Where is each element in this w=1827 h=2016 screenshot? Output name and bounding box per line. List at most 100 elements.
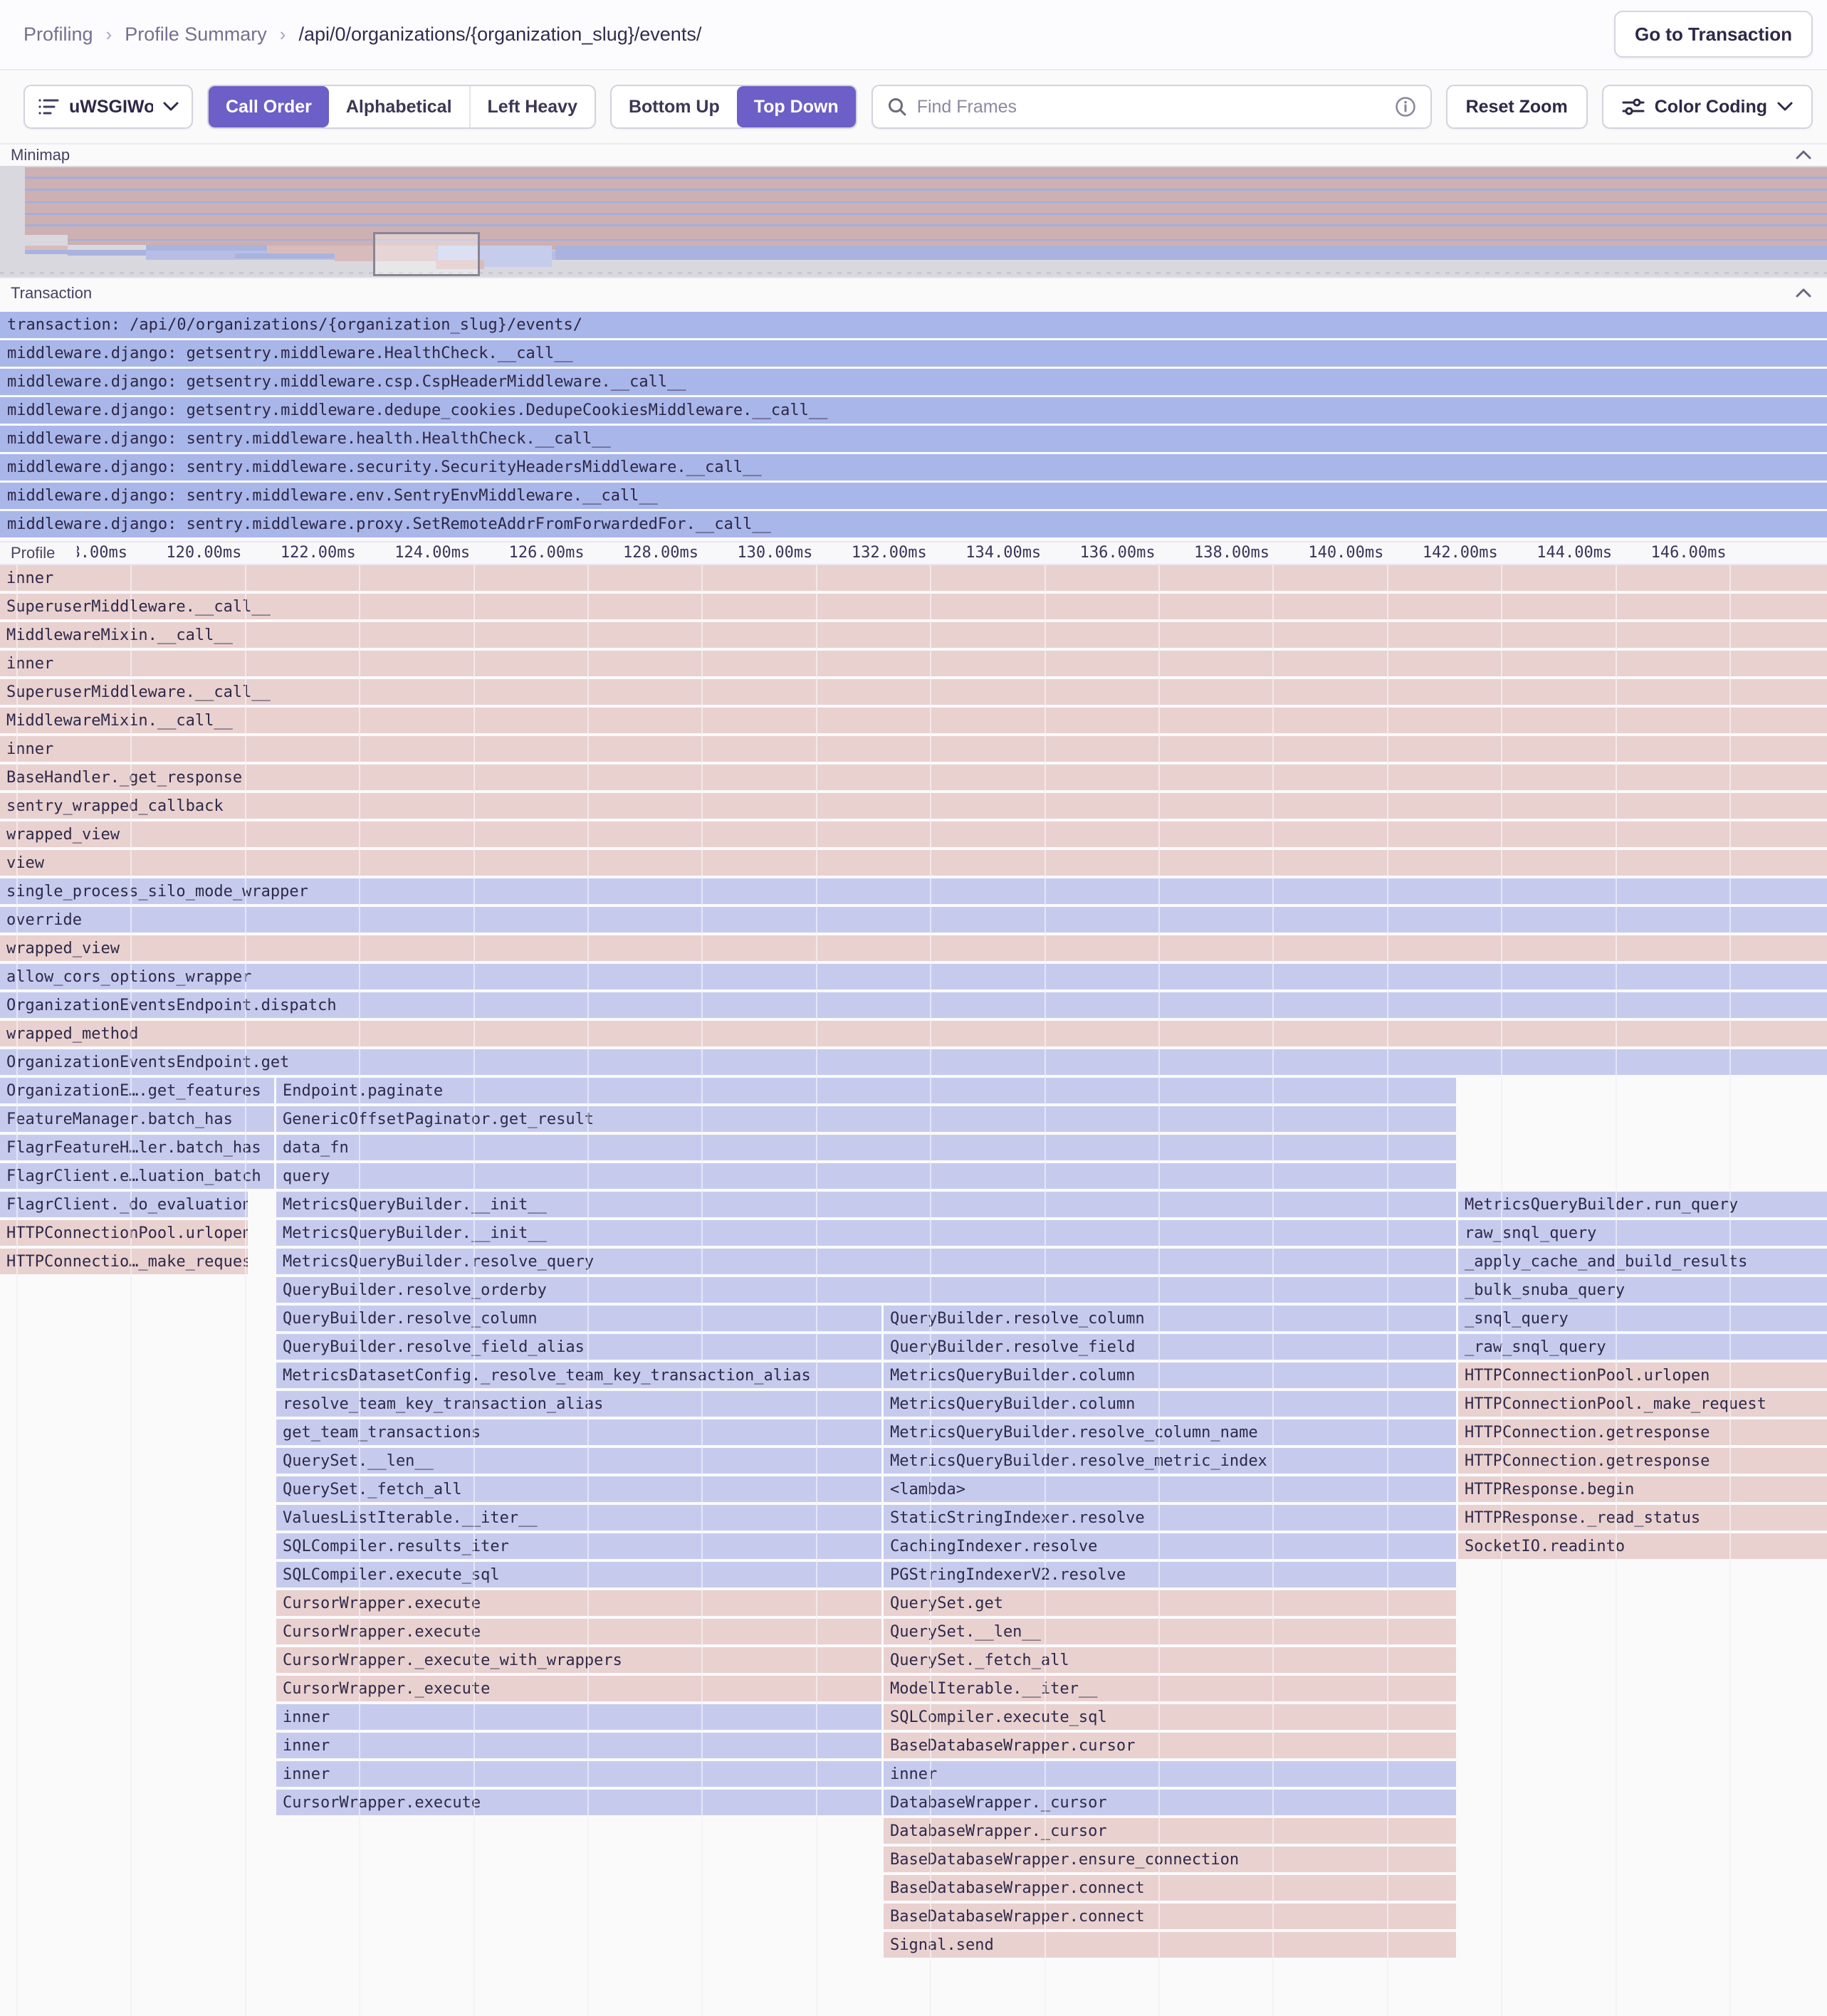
transaction-span-row[interactable]: transaction: /api/0/organizations/{organ…	[0, 312, 1827, 338]
flame-frame[interactable]: raw_snql_query	[1458, 1220, 1827, 1246]
minimap-viewport[interactable]	[373, 232, 480, 276]
flame-frame[interactable]: _raw_snql_query	[1458, 1334, 1827, 1360]
flame-frame[interactable]: wrapped_view	[0, 821, 1827, 847]
transaction-span-row[interactable]: middleware.django: getsentry.middleware.…	[0, 397, 1827, 424]
flame-frame[interactable]: BaseHandler._get_response	[0, 765, 1827, 790]
flame-frame[interactable]: FlagrFeatureH…ler.batch_has	[0, 1135, 274, 1160]
flame-frame[interactable]: inner	[276, 1704, 881, 1730]
flame-frame[interactable]: single_process_silo_mode_wrapper	[0, 878, 1827, 904]
flame-frame[interactable]: BaseDatabaseWrapper.cursor	[884, 1733, 1456, 1758]
flame-frame[interactable]: CursorWrapper._execute_with_wrappers	[276, 1647, 881, 1673]
flame-frame[interactable]: BaseDatabaseWrapper.connect	[884, 1904, 1456, 1929]
flame-frame[interactable]: Endpoint.paginate	[276, 1078, 1456, 1103]
breadcrumb-item[interactable]: /api/0/organizations/{organization_slug}…	[298, 23, 702, 45]
flame-frame[interactable]: CursorWrapper.execute	[276, 1790, 881, 1815]
flame-frame[interactable]: ModelIterable.__iter__	[884, 1676, 1456, 1701]
transaction-span-row[interactable]: middleware.django: sentry.middleware.pro…	[0, 511, 1827, 537]
transaction-span-row[interactable]: middleware.django: sentry.middleware.sec…	[0, 454, 1827, 481]
flame-frame[interactable]: QueryBuilder.resolve_column	[884, 1306, 1456, 1331]
flame-frame[interactable]: inner	[276, 1761, 881, 1787]
flame-frame[interactable]: _bulk_snuba_query	[1458, 1277, 1827, 1303]
thread-selector-dropdown[interactable]: uWSGIWor…	[23, 85, 193, 129]
tab-top-down[interactable]: Top Down	[736, 86, 856, 127]
flame-frame[interactable]: CursorWrapper.execute	[276, 1619, 881, 1644]
flame-frame[interactable]: resolve_team_key_transaction_alias	[276, 1391, 881, 1417]
find-frames-search[interactable]: Find Frames	[871, 85, 1432, 129]
flame-frame[interactable]: query	[276, 1163, 1456, 1189]
flame-frame[interactable]: QueryBuilder.resolve_field	[884, 1334, 1456, 1360]
flame-frame[interactable]: <lambda>	[884, 1476, 1456, 1502]
minimap[interactable]	[0, 166, 1827, 277]
flame-frame[interactable]: override	[0, 907, 1827, 933]
flame-frame[interactable]: MiddlewareMixin.__call__	[0, 708, 1827, 733]
flame-frame[interactable]: SuperuserMiddleware.__call__	[0, 679, 1827, 705]
flame-frame[interactable]: HTTPResponse.begin	[1458, 1476, 1827, 1502]
flame-frame[interactable]: QuerySet._fetch_all	[884, 1647, 1456, 1673]
flame-frame[interactable]: MetricsQueryBuilder.resolve_query	[276, 1249, 1456, 1274]
flame-frame[interactable]: HTTPConnectionPool.urlopen	[0, 1220, 248, 1246]
flame-frame[interactable]: _apply_cache_and_build_results	[1458, 1249, 1827, 1274]
flame-frame[interactable]: SQLCompiler.execute_sql	[276, 1562, 881, 1587]
transaction-span-row[interactable]: middleware.django: sentry.middleware.hea…	[0, 426, 1827, 452]
flame-frame[interactable]: SuperuserMiddleware.__call__	[0, 594, 1827, 619]
flame-frame[interactable]: sentry_wrapped_callback	[0, 793, 1827, 819]
flame-frame[interactable]: MetricsQueryBuilder.__init__	[276, 1220, 1456, 1246]
flame-frame[interactable]: CachingIndexer.resolve	[884, 1533, 1456, 1559]
flame-frame[interactable]: FeatureManager.batch_has	[0, 1106, 274, 1132]
flame-frame[interactable]: QueryBuilder.resolve_field_alias	[276, 1334, 881, 1360]
flame-frame[interactable]: HTTPConnection.getresponse	[1458, 1419, 1827, 1445]
flame-frame[interactable]: HTTPResponse._read_status	[1458, 1505, 1827, 1531]
reset-zoom-button[interactable]: Reset Zoom	[1445, 85, 1588, 129]
flame-frame[interactable]: MetricsDatasetConfig._resolve_team_key_t…	[276, 1363, 881, 1388]
flame-frame[interactable]: SQLCompiler.results_iter	[276, 1533, 881, 1559]
flame-frame[interactable]: MetricsQueryBuilder.column	[884, 1391, 1456, 1417]
flame-frame[interactable]: SocketIO.readinto	[1458, 1533, 1827, 1559]
flame-frame[interactable]: wrapped_method	[0, 1021, 1827, 1046]
transaction-span-row[interactable]: middleware.django: getsentry.middleware.…	[0, 369, 1827, 395]
flame-frame[interactable]: HTTPConnectionPool._make_request	[1458, 1391, 1827, 1417]
flame-frame[interactable]: CursorWrapper._execute	[276, 1676, 881, 1701]
flame-frame[interactable]: ValuesListIterable.__iter__	[276, 1505, 881, 1531]
flame-frame[interactable]: inner	[0, 565, 1827, 591]
flame-frame[interactable]: HTTPConnectio…_make_request	[0, 1249, 248, 1274]
tab-left-heavy[interactable]: Left Heavy	[468, 86, 595, 127]
flame-frame[interactable]: SQLCompiler.execute_sql	[884, 1704, 1456, 1730]
tab-call-order[interactable]: Call Order	[209, 86, 329, 127]
flame-frame[interactable]: HTTPConnection.getresponse	[1458, 1448, 1827, 1474]
flame-frame[interactable]: QuerySet.__len__	[276, 1448, 881, 1474]
flame-frame[interactable]: DatabaseWrapper._cursor	[884, 1790, 1456, 1815]
flame-frame[interactable]: FlagrClient._do_evaluation	[0, 1192, 248, 1217]
flame-frame[interactable]: QueryBuilder.resolve_orderby	[276, 1277, 1456, 1303]
collapse-transaction-icon[interactable]	[1796, 288, 1811, 298]
flame-frame[interactable]: Signal.send	[884, 1932, 1456, 1958]
flame-frame[interactable]: inner	[0, 736, 1827, 762]
info-icon[interactable]	[1395, 96, 1416, 117]
tab-alphabetical[interactable]: Alphabetical	[345, 97, 452, 117]
flame-frame[interactable]: MetricsQueryBuilder.column	[884, 1363, 1456, 1388]
flame-frame[interactable]: MetricsQueryBuilder.run_query	[1458, 1192, 1827, 1217]
flame-frame[interactable]: MiddlewareMixin.__call__	[0, 622, 1827, 648]
transaction-span-row[interactable]: middleware.django: getsentry.middleware.…	[0, 340, 1827, 367]
flame-frame[interactable]: HTTPConnectionPool.urlopen	[1458, 1363, 1827, 1388]
go-to-transaction-button[interactable]: Go to Transaction	[1613, 11, 1813, 58]
flame-frame[interactable]: inner	[884, 1761, 1456, 1787]
flame-frame[interactable]: data_fn	[276, 1135, 1456, 1160]
flame-frame[interactable]: inner	[276, 1733, 881, 1758]
flame-frame[interactable]: QuerySet.get	[884, 1590, 1456, 1616]
flame-frame[interactable]: CursorWrapper.execute	[276, 1590, 881, 1616]
flame-frame[interactable]: BaseDatabaseWrapper.ensure_connection	[884, 1847, 1456, 1872]
flame-frame[interactable]: QueryBuilder.resolve_column	[276, 1306, 881, 1331]
flame-frame[interactable]: FlagrClient.e…luation_batch	[0, 1163, 274, 1189]
flame-frame[interactable]: get_team_transactions	[276, 1419, 881, 1445]
flame-frame[interactable]: OrganizationE….get_features	[0, 1078, 274, 1103]
flame-frame[interactable]: StaticStringIndexer.resolve	[884, 1505, 1456, 1531]
flame-frame[interactable]: inner	[0, 651, 1827, 676]
transaction-span-row[interactable]: middleware.django: sentry.middleware.env…	[0, 483, 1827, 509]
flame-frame[interactable]: GenericOffsetPaginator.get_result	[276, 1106, 1456, 1132]
flame-graph[interactable]: inner SuperuserMiddleware.__call__ Middlew…	[0, 565, 1827, 2016]
flame-frame[interactable]: view	[0, 850, 1827, 876]
color-coding-dropdown[interactable]: Color Coding	[1601, 85, 1813, 129]
flame-frame[interactable]: QuerySet.__len__	[884, 1619, 1456, 1644]
flame-frame[interactable]: PGStringIndexerV2.resolve	[884, 1562, 1456, 1587]
flame-frame[interactable]: allow_cors_options_wrapper	[0, 964, 1827, 989]
